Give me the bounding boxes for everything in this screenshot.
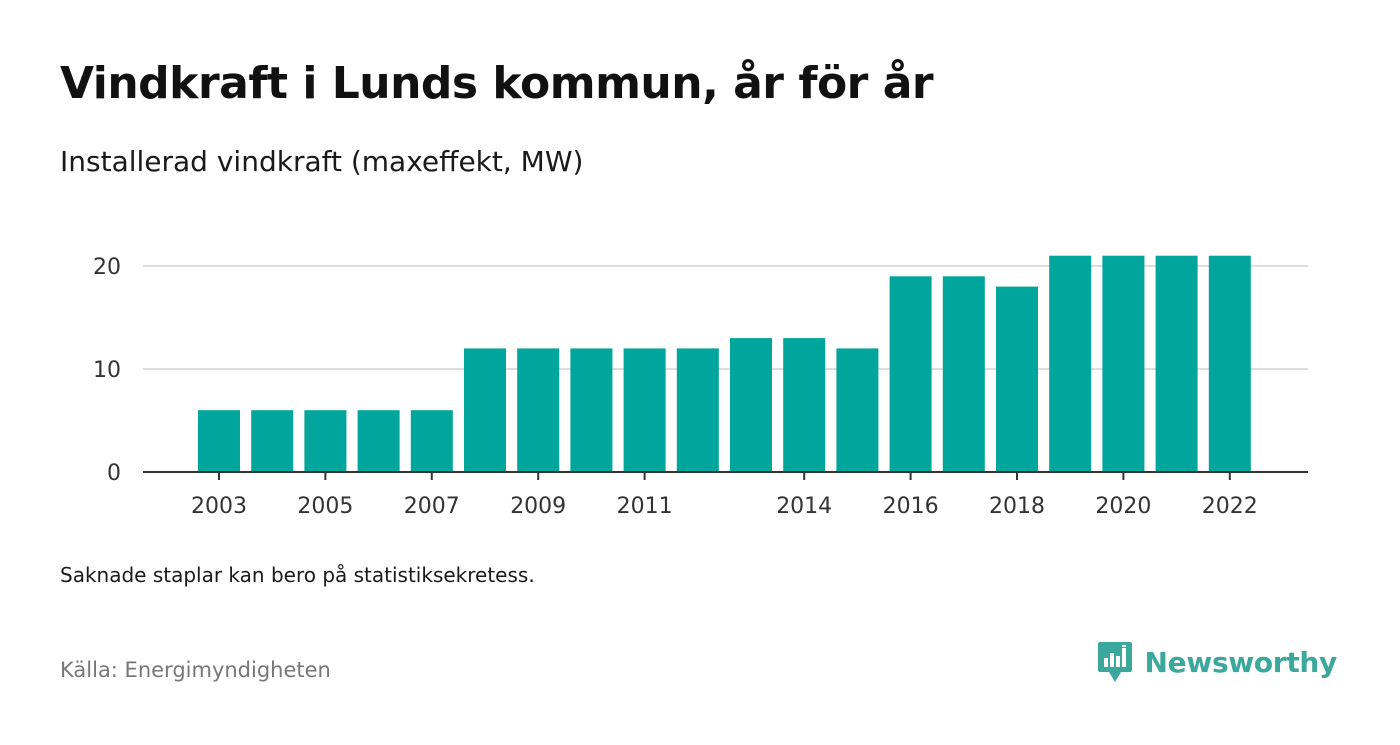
x-tick-label: 2003	[191, 494, 247, 519]
bar-2019	[1049, 255, 1092, 472]
bar-2016	[889, 276, 932, 472]
x-tick-label: 2011	[617, 494, 673, 519]
chart-subtitle: Installerad vindkraft (maxeffekt, MW)	[60, 145, 584, 178]
axes: 0 10 20 2003 2005 2007 2009 2011 2014 2016 2018 202…	[93, 255, 1308, 519]
x-tick-label: 2009	[510, 494, 566, 519]
bar-2005	[304, 410, 347, 472]
bar-2004	[251, 410, 294, 472]
bar-chart: 0 10 20 2003 2005 2007 2009 2011 2014 2016 2018 202…	[93, 255, 1308, 519]
bar-2017	[942, 276, 985, 472]
bar-2018	[996, 286, 1038, 472]
y-tick-label: 10	[93, 358, 121, 383]
bar-2022	[1208, 255, 1251, 472]
newsworthy-logo-icon	[1097, 642, 1132, 682]
source-label: Källa: Energimyndigheten	[60, 658, 331, 682]
brand-logo: Newsworthy	[1097, 640, 1337, 684]
brand-name: Newsworthy	[1144, 645, 1338, 679]
bar-2003	[198, 410, 240, 472]
x-tick-label: 2022	[1202, 494, 1258, 519]
bar-2015	[836, 348, 879, 472]
bar-2012	[676, 348, 719, 472]
bar-2014	[783, 338, 826, 472]
bar-2010	[570, 348, 613, 472]
x-tick-label: 2014	[776, 494, 832, 519]
chart-title: Vindkraft i Lunds kommun, år för år	[60, 58, 934, 109]
bar-2006	[357, 410, 400, 472]
bar-2021	[1155, 255, 1198, 472]
y-tick-label: 20	[93, 255, 121, 280]
bar-2020	[1102, 255, 1145, 472]
bar-2013	[730, 338, 772, 472]
bar-2011	[623, 348, 666, 472]
footnote: Saknade staplar kan bero på statistiksek…	[60, 563, 535, 587]
bar-2008	[464, 348, 506, 472]
y-tick-label: 0	[107, 461, 121, 486]
x-tick-label: 2005	[297, 494, 353, 519]
x-tick-label: 2020	[1095, 494, 1151, 519]
x-tick-label: 2018	[989, 494, 1045, 519]
x-tick-label: 2007	[404, 494, 460, 519]
x-tick-label: 2016	[883, 494, 939, 519]
bar-2007	[410, 410, 453, 472]
bars	[198, 255, 1251, 472]
bar-2009	[517, 348, 560, 472]
